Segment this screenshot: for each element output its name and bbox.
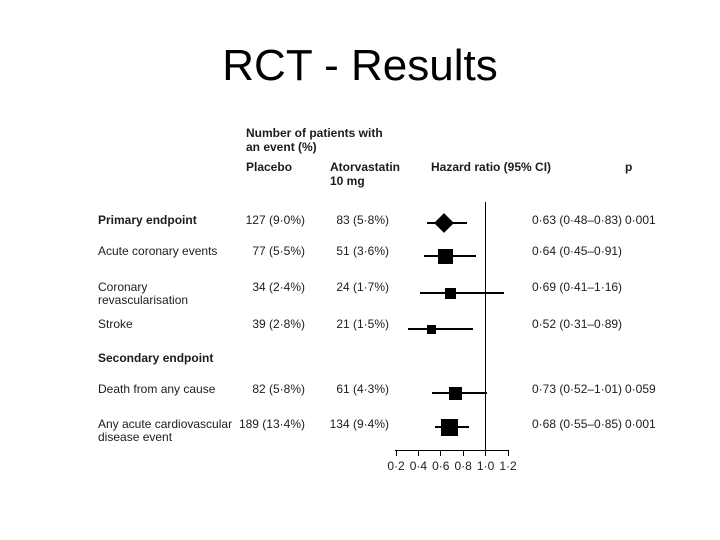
x-axis-tick bbox=[395, 450, 397, 456]
atorvastatin-value: 83 (5·8%) bbox=[336, 213, 389, 227]
placebo-value: 77 (5·5%) bbox=[252, 244, 305, 258]
column-header-atorvastatin-line1: Atorvastatin bbox=[330, 160, 401, 174]
p-value: 0·001 bbox=[625, 213, 656, 227]
p-value: 0·001 bbox=[625, 417, 656, 431]
row-label: Any acute cardiovascular disease event bbox=[98, 418, 232, 444]
placebo-value: 34 (2·4%) bbox=[252, 280, 305, 294]
x-axis-line bbox=[395, 450, 509, 451]
hazard-ratio-value: 0·73 (0·52–1·01) bbox=[532, 382, 623, 396]
row-label-line: Primary endpoint bbox=[98, 213, 197, 227]
point-estimate-square bbox=[427, 324, 437, 334]
placebo-value: 82 (5·8%) bbox=[252, 382, 305, 396]
x-axis-tick-label: 0·8 bbox=[454, 459, 472, 473]
reference-line-hr-1 bbox=[485, 202, 487, 450]
column-header-events-group: Number of patients with an event (%) bbox=[246, 126, 383, 154]
row-label-line: disease event bbox=[98, 430, 173, 444]
row-label-line: revascularisation bbox=[98, 293, 189, 307]
column-header-p: p bbox=[625, 160, 633, 174]
atorvastatin-value: 24 (1·7%) bbox=[336, 280, 389, 294]
ci-line bbox=[419, 292, 504, 294]
atorvastatin-value: 134 (9·4%) bbox=[329, 417, 389, 431]
row-label-line: Coronary bbox=[98, 280, 148, 294]
x-axis-tick bbox=[485, 450, 487, 456]
row-label: Coronary revascularisation bbox=[98, 281, 188, 307]
point-estimate-square bbox=[448, 386, 462, 400]
point-estimate-square bbox=[445, 287, 457, 299]
row-label-line: Acute coronary events bbox=[98, 244, 218, 258]
x-axis-tick bbox=[462, 450, 464, 456]
row-label: Stroke bbox=[98, 318, 133, 331]
x-axis-tick bbox=[507, 450, 509, 456]
x-axis-tick bbox=[417, 450, 419, 456]
column-header-hazard-ratio: Hazard ratio (95% CI) bbox=[431, 160, 552, 174]
hazard-ratio-value: 0·63 (0·48–0·83) bbox=[532, 213, 623, 227]
atorvastatin-value: 61 (4·3%) bbox=[336, 382, 389, 396]
row-label: Acute coronary events bbox=[98, 245, 217, 258]
ci-line bbox=[408, 328, 474, 330]
placebo-value: 189 (13·4%) bbox=[238, 417, 305, 431]
row-label: Primary endpoint bbox=[98, 214, 197, 227]
hazard-ratio-value: 0·69 (0·41–1·16) bbox=[532, 280, 623, 294]
column-header-atorvastatin: Atorvastatin 10 mg bbox=[330, 160, 400, 188]
row-label: Death from any cause bbox=[98, 383, 215, 396]
slide-title: RCT - Results bbox=[222, 41, 498, 90]
x-axis-tick-label: 0·6 bbox=[432, 459, 450, 473]
row-label-line: Any acute cardiovascular bbox=[98, 417, 233, 431]
x-axis-tick-label: 1·2 bbox=[499, 459, 517, 473]
placebo-value: 39 (2·8%) bbox=[252, 317, 305, 331]
hazard-ratio-value: 0·64 (0·45–0·91) bbox=[532, 244, 623, 258]
section-header: Secondary endpoint bbox=[98, 351, 214, 365]
atorvastatin-value: 51 (3·6%) bbox=[336, 244, 389, 258]
x-axis-tick bbox=[440, 450, 442, 456]
column-header-events-line1: Number of patients with bbox=[246, 126, 383, 140]
column-header-events-line2: an event (%) bbox=[246, 140, 317, 154]
point-estimate-diamond bbox=[434, 213, 455, 233]
p-value: 0·059 bbox=[625, 382, 656, 396]
x-axis-tick-label: 0·2 bbox=[387, 459, 405, 473]
hazard-ratio-value: 0·52 (0·31–0·89) bbox=[532, 317, 623, 331]
point-estimate-square bbox=[437, 248, 453, 264]
placebo-value: 127 (9·0%) bbox=[245, 213, 305, 227]
row-label-line: Stroke bbox=[98, 317, 133, 331]
row-label-line: Death from any cause bbox=[98, 382, 216, 396]
x-axis-tick-label: 0·4 bbox=[409, 459, 428, 473]
column-header-atorvastatin-line2: 10 mg bbox=[330, 174, 365, 188]
hazard-ratio-value: 0·68 (0·55–0·85) bbox=[532, 417, 623, 431]
point-estimate-square bbox=[441, 418, 459, 436]
column-header-placebo: Placebo bbox=[246, 160, 293, 174]
atorvastatin-value: 21 (1·5%) bbox=[336, 317, 389, 331]
x-axis-tick-label: 1·0 bbox=[476, 459, 495, 473]
